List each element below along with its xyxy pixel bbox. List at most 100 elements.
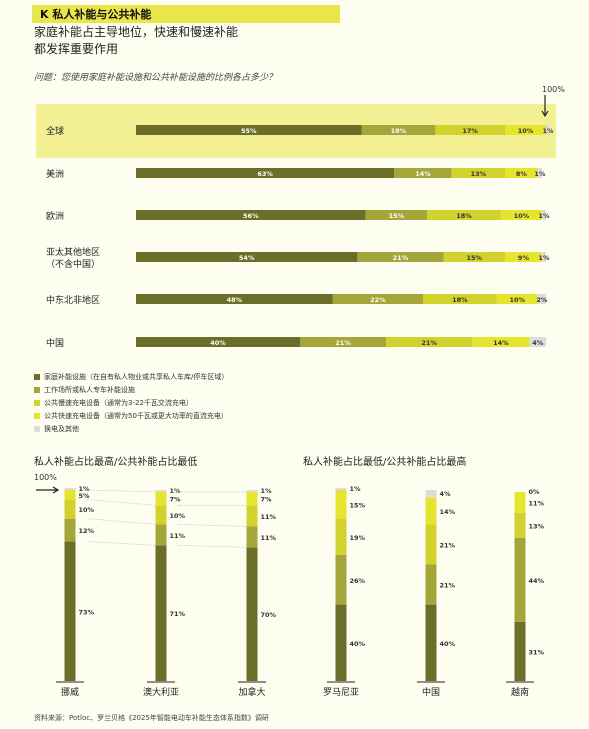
bar-segment xyxy=(386,337,473,347)
data-label: 1% xyxy=(538,254,550,262)
bar-segment xyxy=(335,488,347,490)
page-title: K 私人补能与公共补能 xyxy=(40,8,152,21)
bar-segment xyxy=(505,252,542,262)
bar-segment xyxy=(443,252,505,262)
data-label: 13% xyxy=(529,522,545,530)
bar-segment xyxy=(541,252,546,262)
source-note: 资料来源：Potloc、罗兰贝格《2025年智能电动车补能生态体系指数》调研 xyxy=(34,714,269,722)
category-label: 中国 xyxy=(422,686,440,698)
data-label: 10% xyxy=(518,127,534,135)
category-label: 挪威 xyxy=(61,686,79,698)
data-label: 2% xyxy=(536,296,548,304)
data-label: 31% xyxy=(529,648,545,656)
data-label: 11% xyxy=(261,534,277,542)
bar-segment xyxy=(335,518,347,555)
category-label: 中国 xyxy=(46,337,64,349)
bar-segment xyxy=(155,491,167,506)
bar-segment xyxy=(335,604,347,681)
data-label: 44% xyxy=(529,577,545,585)
data-label: 18% xyxy=(452,296,468,304)
bar-segment xyxy=(514,537,526,622)
data-label: 21% xyxy=(421,339,437,347)
bar-segment xyxy=(505,125,546,135)
bar-segment xyxy=(472,337,530,347)
data-label: 1% xyxy=(350,485,362,493)
bar-segment xyxy=(64,490,76,500)
bar-segment xyxy=(425,524,437,565)
bar-segment xyxy=(357,252,444,262)
data-label: 21% xyxy=(335,339,351,347)
data-label: 10% xyxy=(510,296,526,304)
bar-segment xyxy=(155,490,167,492)
data-label: 7% xyxy=(261,496,273,504)
legend-swatch xyxy=(34,412,40,419)
bar-segment xyxy=(136,252,358,262)
data-label: 11% xyxy=(170,532,186,540)
category-label: 中东北非地区 xyxy=(46,294,100,306)
bar-segment xyxy=(246,490,258,492)
data-label: 11% xyxy=(261,513,277,521)
category-label: 亚太其他地区 xyxy=(46,246,100,258)
subtitle-line-1: 家庭补能占主导地位，快速和慢速补能 xyxy=(34,25,239,39)
bar-segment xyxy=(451,168,505,178)
bar-segment xyxy=(335,554,347,605)
bar-segment xyxy=(136,168,395,178)
data-label: 63% xyxy=(257,170,273,178)
data-label: 14% xyxy=(493,339,509,347)
data-label: 11% xyxy=(529,499,545,507)
data-label: 7% xyxy=(170,496,182,504)
data-label: 13% xyxy=(471,170,487,178)
legend-item: 换电及其他 xyxy=(34,422,228,435)
bar-segment xyxy=(64,518,76,542)
category-label: 欧洲 xyxy=(46,210,64,222)
bar-segment xyxy=(435,125,505,135)
bar-segment xyxy=(427,210,501,220)
category-label: 美洲 xyxy=(46,168,64,180)
bar-segment xyxy=(505,168,538,178)
bar-segment xyxy=(335,490,347,519)
bar-segment xyxy=(365,210,428,220)
bar-segment xyxy=(246,491,258,506)
category-label: 罗马尼亚 xyxy=(323,687,359,698)
data-label: 22% xyxy=(370,296,386,304)
bar-segment xyxy=(500,210,542,220)
axis-100-arrow xyxy=(541,95,549,118)
bar-segment xyxy=(425,497,437,525)
category-label: 加拿大 xyxy=(238,686,265,698)
data-label: 54% xyxy=(239,254,255,262)
data-label: 1% xyxy=(170,487,182,495)
bar-segment xyxy=(425,564,437,605)
data-label: 21% xyxy=(440,541,456,549)
legend-item: 工作场所或私人专车补能设施 xyxy=(34,383,228,396)
data-label: 21% xyxy=(440,582,456,590)
page-subtitle: 家庭补能占主导地位，快速和慢速补能 都发挥重要作用 xyxy=(34,24,294,58)
bar-segment xyxy=(136,210,366,220)
category-label: 澳大利亚 xyxy=(143,686,179,698)
data-label: 15% xyxy=(389,212,405,220)
legend-item: 公共慢速充电设备（通常为3-22千瓦交流充电） xyxy=(34,396,228,409)
bar-segment xyxy=(425,490,437,498)
bar-segment xyxy=(514,512,526,538)
legend-label: 工作场所或私人专车补能设施 xyxy=(44,385,135,394)
connector-line xyxy=(178,545,247,548)
data-label: 21% xyxy=(393,254,409,262)
bar-segment xyxy=(155,524,167,546)
bar-segment xyxy=(136,337,300,347)
connector-line xyxy=(87,499,156,506)
data-label: 4% xyxy=(532,339,544,347)
legend: 家庭补能设施（在自有私人物业或共享私人车库/停车区域） 工作场所或私人专车补能设施… xyxy=(34,370,228,435)
axis-100-label: 100% xyxy=(34,473,57,482)
data-label: 15% xyxy=(466,254,482,262)
data-label: 8% xyxy=(516,170,528,178)
legend-label: 换电及其他 xyxy=(44,424,79,433)
data-label: 10% xyxy=(170,512,186,520)
bar-segment xyxy=(332,294,423,304)
bar-segment xyxy=(64,541,76,681)
data-label: 40% xyxy=(210,339,226,347)
bar-segment xyxy=(64,499,76,519)
data-label: 9% xyxy=(518,254,530,262)
connector-line xyxy=(87,489,156,493)
data-label: 19% xyxy=(350,534,366,542)
data-label: 15% xyxy=(350,501,366,509)
subtitle-line-2: 都发挥重要作用 xyxy=(34,42,119,56)
